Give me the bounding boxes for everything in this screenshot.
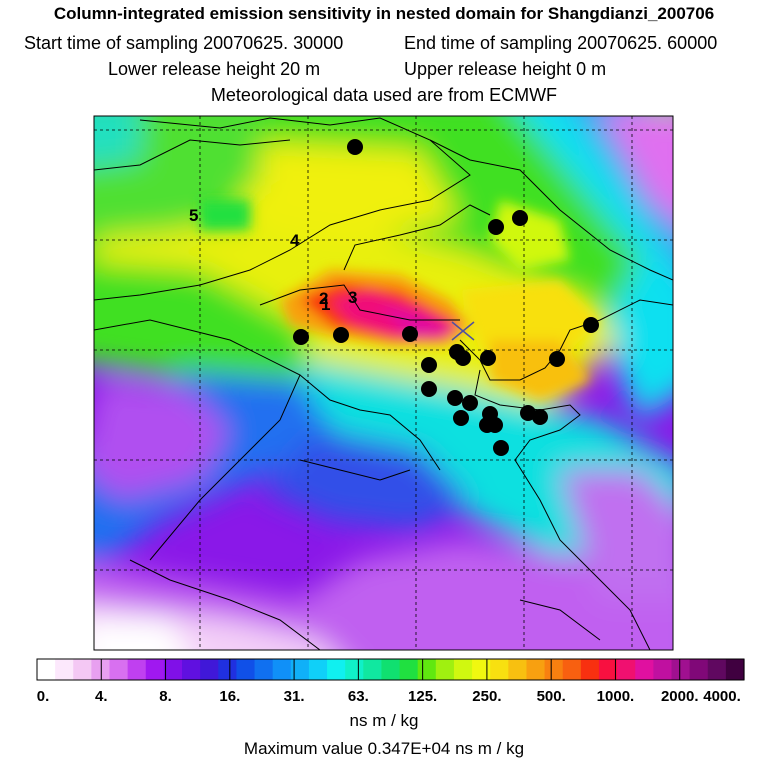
- station-dot: [480, 350, 496, 366]
- colorbar-swatch: [55, 659, 74, 680]
- end-time-label: End time of sampling 20070625. 60000: [404, 33, 718, 53]
- colorbar-swatch: [689, 659, 709, 680]
- colorbar-tick-label: 4000.: [703, 688, 741, 705]
- map-label-3: 3: [348, 288, 357, 307]
- map-label-1: 1: [321, 295, 330, 314]
- station-dot: [293, 329, 309, 345]
- colorbar-swatch: [327, 659, 346, 680]
- graticule: [94, 116, 673, 650]
- colorbar-swatch: [381, 659, 401, 680]
- colorbar-tick-label: 0.: [36, 688, 50, 705]
- colorbar-tick-label: 250.: [472, 688, 502, 705]
- map-label-5: 5: [189, 206, 198, 225]
- colorbar-swatch: [707, 659, 727, 680]
- start-time-label: Start time of sampling 20070625. 30000: [24, 33, 344, 53]
- colorbar-swatch: [37, 659, 56, 680]
- colorbar-units: ns m / kg: [349, 711, 419, 730]
- colorbar-swatch: [345, 659, 364, 680]
- colorbar-swatch: [163, 659, 183, 680]
- station-dot: [532, 409, 548, 425]
- emission-sensitivity-field: [94, 116, 673, 650]
- colorbar-swatch: [272, 659, 292, 680]
- station-dot: [402, 326, 418, 342]
- station-dot: [447, 390, 463, 406]
- station-dot: [347, 139, 363, 155]
- station-dot: [462, 395, 478, 411]
- colorbar-swatch: [127, 659, 147, 680]
- station-dot: [421, 357, 437, 373]
- met-data-label: Meteorological data used are from ECMWF: [210, 85, 558, 105]
- coastline-boundaries: [94, 117, 673, 650]
- lower-release-label: Lower release height 20 m: [108, 59, 321, 79]
- station-dot: [455, 350, 471, 366]
- colorbar-swatch: [218, 659, 238, 680]
- colorbar-swatch: [453, 659, 473, 680]
- colorbar-tick-label: 8.: [159, 688, 172, 705]
- station-dot: [512, 210, 528, 226]
- station-dot: [421, 381, 437, 397]
- colorbar-swatch: [562, 659, 582, 680]
- colorbar-tick-label: 31.: [283, 688, 305, 705]
- colorbar-swatch: [417, 659, 437, 680]
- max-value-label: Maximum value 0.347E+04 ns m / kg: [243, 739, 525, 758]
- colorbar-swatch: [145, 659, 165, 680]
- colorbar-swatch: [399, 659, 419, 680]
- colorbar-swatch: [544, 659, 564, 680]
- colorbar-swatch: [617, 659, 636, 680]
- colorbar-swatch: [508, 659, 528, 680]
- map-label-4: 4: [290, 231, 300, 250]
- colorbar-swatch: [200, 659, 219, 680]
- colorbar-swatch: [580, 659, 600, 680]
- station-dot: [453, 410, 469, 426]
- station-markers: [293, 139, 599, 456]
- colorbar-swatch: [290, 659, 310, 680]
- colorbar-tick-label: 500.: [536, 688, 566, 705]
- colorbar-swatch: [598, 659, 618, 680]
- colorbar-swatch: [490, 659, 509, 680]
- colorbar-tick-label: 1000.: [596, 688, 635, 705]
- station-dot: [549, 351, 565, 367]
- colorbar-swatch: [91, 659, 111, 680]
- colorbar-swatch: [308, 659, 328, 680]
- colorbar-tick-label: 125.: [408, 688, 438, 705]
- colorbar-swatch: [182, 659, 201, 680]
- station-dot: [583, 317, 599, 333]
- colorbar-swatch: [671, 659, 691, 680]
- upper-release-label: Upper release height 0 m: [404, 59, 607, 79]
- colorbar-swatch: [363, 659, 383, 680]
- colorbar-tick-label: 16.: [219, 688, 241, 705]
- colorbar-swatch: [653, 659, 673, 680]
- colorbar-tick-label: 4.: [95, 688, 108, 705]
- colorbar-swatch: [472, 659, 491, 680]
- station-dot: [487, 417, 503, 433]
- colorbar-swatch: [254, 659, 274, 680]
- colorbar-outline: [36, 658, 745, 681]
- map-label-2: 2: [319, 289, 328, 308]
- colorbar-swatch: [109, 659, 129, 680]
- colorbar: [36, 658, 745, 681]
- station-dot: [493, 440, 509, 456]
- colorbar-swatch: [73, 659, 92, 680]
- colorbar-swatch: [635, 659, 654, 680]
- colorbar-tick-label: 2000.: [660, 688, 699, 705]
- plot-title: Column-integrated emission sensitivity i…: [53, 4, 715, 23]
- colorbar-swatch: [435, 659, 455, 680]
- map-frame: [93, 115, 674, 651]
- station-dot: [488, 219, 504, 235]
- colorbar-tick-label: 63.: [347, 688, 369, 705]
- colorbar-swatch: [725, 659, 745, 680]
- colorbar-swatch: [526, 659, 546, 680]
- receptor-x-marker: [451, 321, 475, 341]
- station-dot: [333, 327, 349, 343]
- colorbar-swatch: [236, 659, 256, 680]
